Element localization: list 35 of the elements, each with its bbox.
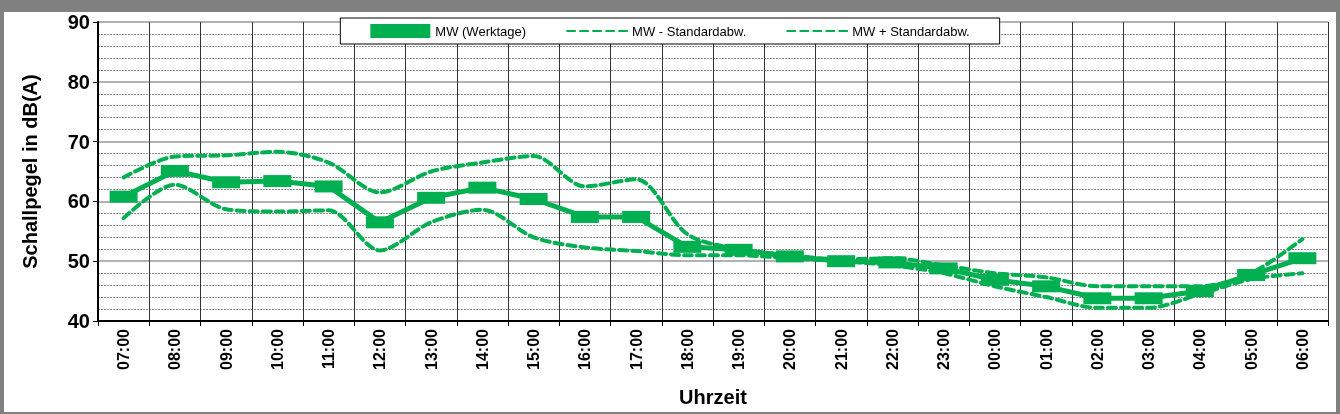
x-tick-label: 18:00 <box>678 328 696 370</box>
x-tick-label: 01:00 <box>1037 328 1055 370</box>
x-tick-label: 16:00 <box>576 328 594 370</box>
legend-label: MW - Standardabw. <box>632 23 747 39</box>
x-tick-label: 22:00 <box>883 328 901 370</box>
x-tick-label: 13:00 <box>422 328 440 370</box>
x-axis-title: Uhrzeit <box>679 386 748 408</box>
legend-label: MW (Werktage) <box>435 23 527 39</box>
x-tick-label: 03:00 <box>1140 328 1158 370</box>
y-tick-label: 50 <box>67 250 90 273</box>
x-tick-label: 02:00 <box>1088 328 1106 370</box>
y-tick-label: 60 <box>67 190 90 213</box>
x-tick-label: 00:00 <box>986 328 1004 370</box>
y-tick-label: 80 <box>67 70 90 93</box>
x-tick-label: 05:00 <box>1242 328 1260 370</box>
x-tick-label: 14:00 <box>473 328 491 370</box>
x-tick-label: 21:00 <box>832 328 850 370</box>
x-tick-label: 20:00 <box>781 328 799 370</box>
x-tick-label: 06:00 <box>1293 328 1311 370</box>
x-tick-label: 08:00 <box>166 328 184 370</box>
x-tick-label: 12:00 <box>371 328 389 370</box>
x-tick-label: 09:00 <box>217 328 235 370</box>
x-tick-label: 10:00 <box>268 328 286 370</box>
x-tick-label: 11:00 <box>320 328 338 370</box>
legend-label: MW + Standardabw. <box>852 23 970 39</box>
y-tick-label: 40 <box>67 310 90 332</box>
x-tick-label: 07:00 <box>115 328 133 370</box>
x-tick-label: 17:00 <box>627 328 645 370</box>
x-tick-label: 15:00 <box>525 328 543 370</box>
y-axis-title: Schallpegel in dB(A) <box>19 74 41 269</box>
y-tick-label: 90 <box>67 11 90 33</box>
x-tick-label: 23:00 <box>935 328 953 370</box>
y-tick-label: 70 <box>67 130 90 153</box>
x-tick-label: 04:00 <box>1191 328 1209 370</box>
x-tick-label: 19:00 <box>730 328 748 370</box>
